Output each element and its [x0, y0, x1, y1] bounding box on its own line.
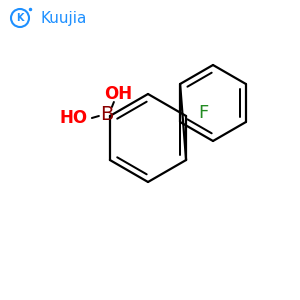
Text: HO: HO [60, 109, 88, 127]
Text: OH: OH [104, 85, 132, 103]
Text: B: B [100, 106, 114, 124]
Text: K: K [16, 13, 24, 23]
Text: Kuujia: Kuujia [41, 11, 87, 26]
Text: F: F [198, 104, 208, 122]
